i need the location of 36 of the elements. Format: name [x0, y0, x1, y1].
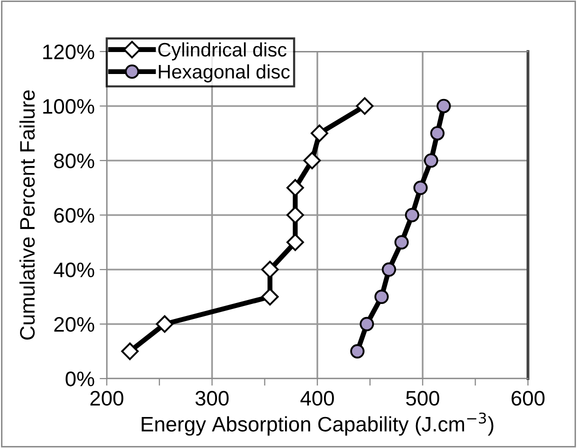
- legend-label: Hexagonal disc: [158, 64, 290, 82]
- point: [156, 315, 174, 333]
- point: [436, 98, 451, 114]
- point: [382, 262, 396, 277]
- point: [310, 124, 328, 142]
- point: [356, 97, 374, 115]
- point: [374, 290, 389, 304]
- point: [121, 342, 139, 360]
- x-tick-label: 200: [90, 390, 124, 406]
- point: [286, 206, 304, 224]
- point: [350, 344, 365, 358]
- y-tick-label: 80%: [54, 154, 94, 168]
- point: [404, 208, 420, 222]
- legend-label: Cylindrical disc: [158, 42, 286, 60]
- point: [430, 126, 445, 140]
- point: [424, 153, 438, 168]
- y-tick-label: 40%: [54, 262, 94, 278]
- point: [261, 260, 279, 278]
- y-axis-title: Cumulative Percent Failure: [19, 90, 35, 340]
- x-tick-label: 300: [195, 390, 229, 406]
- y-tick-label: 60%: [54, 208, 94, 223]
- y-tick-label: 120%: [43, 44, 94, 60]
- y-tick-label: 20%: [54, 317, 94, 332]
- y-tick-label: 0%: [66, 372, 94, 386]
- point: [286, 179, 304, 197]
- x-tick-label: 400: [300, 390, 334, 406]
- x-axis-title: Energy Absorption Capability (J.cm$^{−3}$): [142, 412, 494, 436]
- point: [394, 235, 409, 250]
- point: [286, 234, 304, 252]
- x-tick-label: 600: [512, 390, 545, 406]
- point: [413, 180, 428, 195]
- point: [360, 316, 374, 332]
- point: [261, 288, 279, 306]
- point: [303, 152, 321, 170]
- y-tick-label: 100%: [43, 99, 94, 114]
- x-tick-label: 500: [406, 390, 440, 406]
